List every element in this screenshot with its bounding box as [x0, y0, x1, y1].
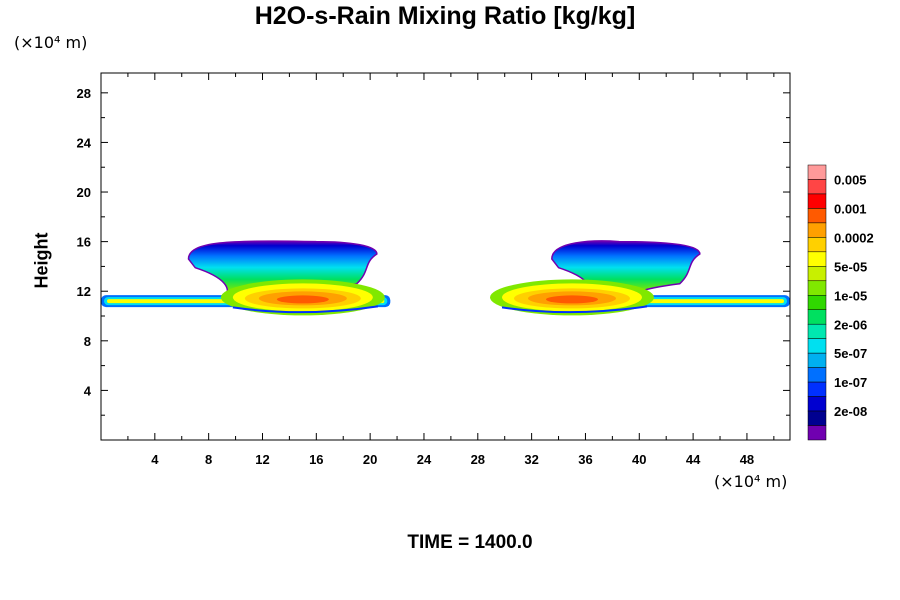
colorbar-swatch [807, 193, 827, 209]
y-tick-label: 28 [77, 86, 91, 101]
colorbar-swatch [807, 381, 827, 397]
colorbar-label: 5e-05 [834, 259, 867, 274]
colorbar-label: 2e-08 [834, 404, 867, 419]
y-tick-label: 16 [77, 235, 91, 250]
colorbar: 0.005 0.001 0.0002 5e-05 1e-05 2e-06 5e-07 1e-0… [807, 164, 874, 441]
y-tick-label: 8 [84, 334, 91, 349]
colorbar-label: 5e-07 [834, 346, 867, 361]
right-cloud [489, 240, 790, 316]
colorbar-swatch [807, 222, 827, 238]
chart-title: H2O-s-Rain Mixing Ratio [kg/kg] [254, 2, 636, 30]
colorbar-swatch [807, 237, 827, 253]
colorbar-label: 0.005 [834, 173, 867, 188]
colorbar-swatch [807, 295, 827, 310]
x-tick-label: 28 [471, 452, 485, 467]
y-tick-label: 4 [84, 383, 92, 398]
colorbar-label: 2e-06 [834, 317, 867, 332]
colorbar-swatch [807, 179, 827, 195]
colorbar-label: 1e-05 [834, 288, 867, 303]
y-tick-label: 24 [77, 135, 92, 150]
cloud-field [101, 240, 790, 316]
colorbar-swatch [807, 396, 827, 412]
x-tick-label: 44 [686, 452, 701, 467]
plot-frame [100, 72, 791, 441]
core-contour-5 [545, 295, 598, 304]
x-tick-label: 24 [417, 452, 432, 467]
colorbar-swatch [807, 280, 827, 296]
colorbar-label: 0.0002 [834, 230, 874, 245]
colorbar-swatch [807, 164, 827, 180]
x-tick-label: 40 [632, 452, 646, 467]
x-axis-unit: (×10⁴ m) [714, 472, 788, 491]
y-tick-label: 12 [77, 284, 91, 299]
colorbar-swatch [807, 323, 827, 339]
base-fringe [501, 305, 648, 314]
x-tick-label: 20 [363, 452, 377, 467]
x-tick-label: 8 [205, 452, 212, 467]
x-tick-label: 12 [255, 452, 269, 467]
core-contour-5 [276, 295, 329, 304]
colorbar-swatch [807, 266, 827, 282]
colorbar-swatch [807, 251, 827, 267]
y-axis-unit: (×10⁴ m) [14, 33, 88, 52]
x-tick-label: 36 [578, 452, 592, 467]
y-tick-label: 20 [77, 185, 91, 200]
time-label: TIME = 1400.0 [407, 532, 533, 553]
colorbar-swatch [807, 425, 827, 441]
x-tick-label: 16 [309, 452, 323, 467]
x-tick-label: 32 [524, 452, 538, 467]
colorbar-swatch [807, 309, 827, 325]
colorbar-swatch [807, 208, 827, 224]
colorbar-swatch [807, 410, 827, 426]
x-tick-label: 48 [740, 452, 754, 467]
colorbar-swatch [807, 367, 827, 383]
colorbar-swatch [807, 352, 827, 368]
colorbar-swatch [807, 338, 827, 354]
x-tick-label: 4 [151, 452, 159, 467]
plot-area [100, 72, 791, 441]
base-fringe [232, 305, 378, 314]
left-cloud [101, 240, 391, 316]
colorbar-label: 1e-07 [834, 375, 867, 390]
colorbar-label: 0.001 [834, 201, 867, 216]
